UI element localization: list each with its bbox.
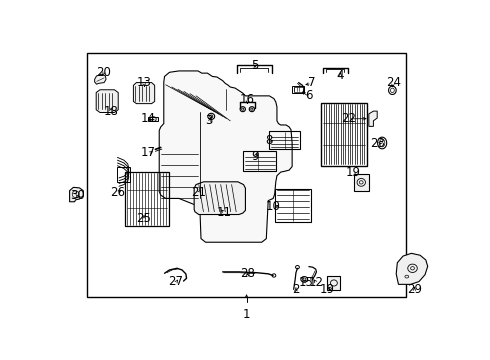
Text: 15: 15 xyxy=(299,276,314,289)
Text: 18: 18 xyxy=(103,105,118,118)
Text: 27: 27 xyxy=(169,275,183,288)
Polygon shape xyxy=(133,82,155,104)
Text: 19: 19 xyxy=(346,166,361,179)
Bar xyxy=(327,276,341,290)
Bar xyxy=(275,189,311,222)
Polygon shape xyxy=(194,182,245,215)
Bar xyxy=(321,103,367,166)
Text: 22: 22 xyxy=(341,112,356,125)
Text: 20: 20 xyxy=(97,66,111,78)
Text: 13: 13 xyxy=(137,76,151,89)
Text: 23: 23 xyxy=(370,137,385,150)
Text: 11: 11 xyxy=(217,206,232,219)
Polygon shape xyxy=(96,90,118,112)
Text: 29: 29 xyxy=(407,283,422,296)
Bar xyxy=(294,87,303,92)
Polygon shape xyxy=(369,111,377,126)
Text: 1: 1 xyxy=(243,308,250,321)
Text: 12: 12 xyxy=(309,276,324,289)
Bar xyxy=(292,86,304,93)
Polygon shape xyxy=(95,74,106,84)
Bar xyxy=(118,167,130,182)
Text: 14: 14 xyxy=(140,112,155,125)
Text: 28: 28 xyxy=(240,267,255,280)
Polygon shape xyxy=(396,253,428,284)
Text: 7: 7 xyxy=(308,76,316,89)
Text: 6: 6 xyxy=(305,89,313,102)
Bar xyxy=(125,172,169,226)
Text: 17: 17 xyxy=(141,147,156,159)
Text: 30: 30 xyxy=(70,189,85,202)
Bar xyxy=(270,131,300,149)
Text: 3: 3 xyxy=(206,114,213,127)
Text: 10: 10 xyxy=(266,200,281,213)
Bar xyxy=(148,117,158,121)
Bar xyxy=(243,151,276,171)
Text: 21: 21 xyxy=(191,186,206,199)
Polygon shape xyxy=(159,71,292,242)
Text: 4: 4 xyxy=(337,68,344,82)
Text: 26: 26 xyxy=(110,186,125,199)
Polygon shape xyxy=(70,187,83,202)
Text: 2: 2 xyxy=(292,283,300,296)
Text: 24: 24 xyxy=(386,76,401,89)
Text: 9: 9 xyxy=(251,150,259,163)
Text: 8: 8 xyxy=(266,134,273,147)
Bar xyxy=(87,53,406,297)
Bar xyxy=(354,174,369,191)
Text: 5: 5 xyxy=(251,59,259,72)
Text: 19: 19 xyxy=(319,283,335,296)
Text: 25: 25 xyxy=(137,212,151,225)
Text: 16: 16 xyxy=(240,93,255,106)
